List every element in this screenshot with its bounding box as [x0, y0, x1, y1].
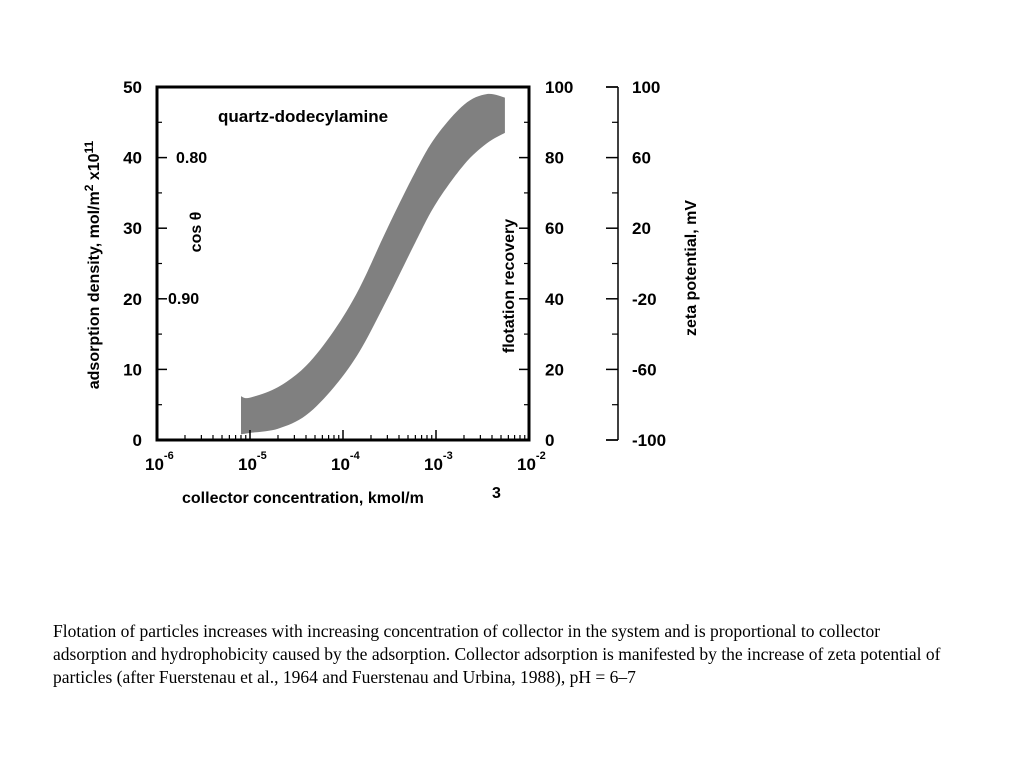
x-tick-label-exponent: -6 — [164, 450, 174, 462]
right-tick-label: 40 — [545, 290, 564, 309]
x-tick-label-exponent: -3 — [443, 450, 453, 462]
x-tick-label-exponent: -4 — [350, 450, 361, 462]
chart-title: quartz-dodecylamine — [218, 107, 388, 126]
zeta-tick-label: 100 — [632, 78, 660, 97]
x-tick-label: 10-3 — [424, 450, 453, 474]
left-tick-label: 30 — [123, 219, 142, 238]
band-layer — [241, 93, 505, 435]
ticks-layer — [156, 86, 618, 441]
left-tick-label: 20 — [123, 290, 142, 309]
cos-theta-value-bottom: 0.90 — [168, 291, 199, 308]
zeta-tick-label: 20 — [632, 219, 651, 238]
y-axis-label-flotation: flotation recovery — [501, 219, 518, 353]
adsorption-band — [241, 93, 505, 435]
x-tick-label-base: 10 — [424, 455, 443, 474]
right-tick-label: 60 — [545, 219, 564, 238]
x-tick-label-base: 10 — [238, 455, 257, 474]
labels-layer: 10-6 10-5 10-4 10-3 10-201020304050020406080… — [123, 78, 666, 474]
x-tick-label-exponent: -2 — [536, 450, 546, 462]
x-tick-label-base: 10 — [517, 455, 536, 474]
right-tick-label: 100 — [545, 78, 573, 97]
left-tick-label: 40 — [123, 149, 142, 168]
left-tick-label: 50 — [123, 78, 142, 97]
x-tick-label: 10-4 — [331, 450, 361, 474]
x-tick-label: 10-2 — [517, 450, 546, 474]
x-tick-label-base: 10 — [145, 455, 164, 474]
cos-theta-value-top: 0.80 — [176, 150, 207, 167]
x-tick-label-exponent: -5 — [257, 450, 267, 462]
right-tick-label: 20 — [545, 360, 564, 379]
x-tick-label-base: 10 — [331, 455, 350, 474]
x-axis-label: collector concentration, kmol/m — [182, 490, 424, 507]
y-label-sup-1: 2 — [82, 184, 96, 191]
x-tick-label: 10-6 — [145, 450, 174, 474]
x-axis-label-superscript: 3 — [492, 485, 501, 502]
left-tick-label: 0 — [133, 431, 142, 450]
y-label-suffix: x10 — [86, 153, 103, 184]
right-tick-label: 80 — [545, 149, 564, 168]
y-label-text: adsorption density, mol/m — [86, 191, 103, 389]
zeta-tick-label: 60 — [632, 149, 651, 168]
y-label-sup-2: 11 — [82, 140, 96, 153]
x-tick-label: 10-5 — [238, 450, 267, 474]
y-axis-label-adsorption: adsorption density, mol/m2 x1011 — [82, 140, 103, 389]
left-tick-label: 10 — [123, 360, 142, 379]
chart-figure: 10-6 10-5 10-4 10-3 10-201020304050020406080… — [82, 78, 700, 507]
zeta-tick-label: -60 — [632, 360, 657, 379]
zeta-tick-label: -20 — [632, 290, 657, 309]
figure-caption: Flotation of particles increases with in… — [53, 621, 941, 687]
right-tick-label: 0 — [545, 431, 554, 450]
zeta-tick-label: -100 — [632, 431, 666, 450]
cos-theta-label: cos θ — [188, 212, 205, 253]
y-axis-label-zeta: zeta potential, mV — [683, 200, 700, 336]
